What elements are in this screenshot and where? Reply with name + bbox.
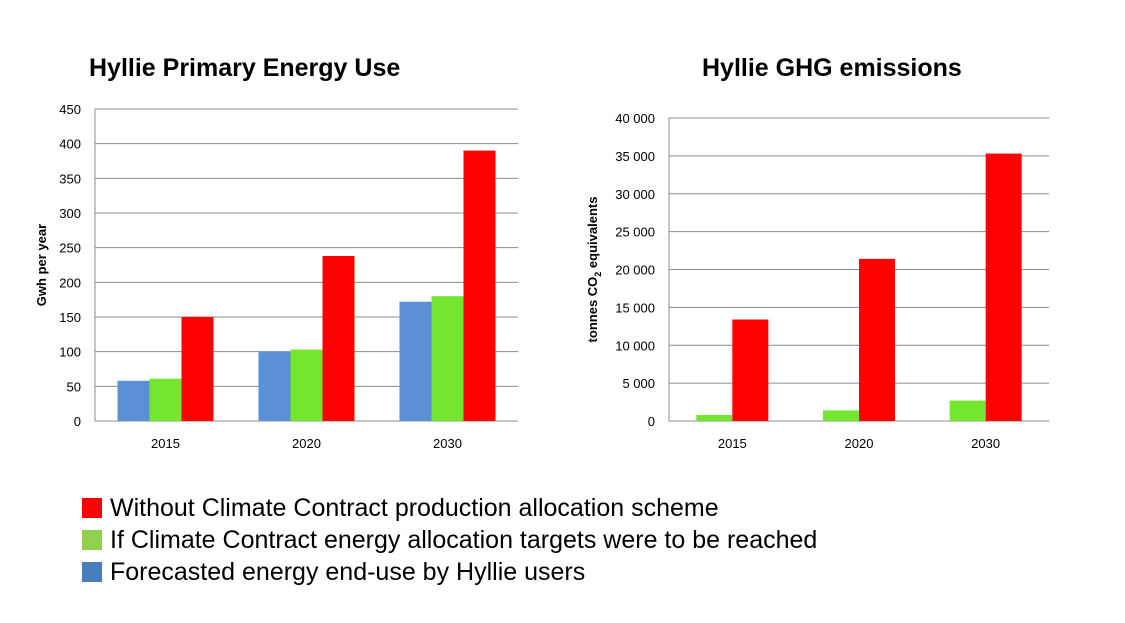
legend-swatch-red [82, 498, 102, 518]
bar [322, 255, 355, 421]
y-tick-label: 30 000 [615, 187, 655, 202]
bar [463, 150, 496, 421]
bar [732, 319, 769, 421]
legend-label: If Climate Contract energy allocation ta… [110, 525, 818, 554]
bar [696, 414, 733, 421]
y-tick-label: 25 000 [615, 225, 655, 240]
x-tick-label: 2015 [718, 436, 747, 451]
y-tick-label: 0 [74, 414, 81, 429]
y-tick-label: 50 [67, 379, 81, 394]
y-tick-label: 150 [59, 310, 81, 325]
y-tick-label: 35 000 [615, 149, 655, 164]
legend-swatch-blue [82, 562, 102, 582]
y-tick-label: 250 [59, 241, 81, 256]
legend-swatch-green [82, 530, 102, 550]
bar [399, 301, 432, 421]
x-tick-label: 2030 [433, 436, 462, 451]
legend-label: Without Climate Contract production allo… [110, 493, 719, 522]
legend: Without Climate Contract production allo… [82, 492, 817, 588]
energy-use-chart: Hyllie Primary Energy Use 0 50 100 150 200 25… [0, 0, 560, 470]
bar [949, 400, 986, 421]
x-tick-label: 2020 [292, 436, 321, 451]
bar [181, 317, 214, 421]
bar [859, 258, 895, 421]
chart-title: Hyllie GHG emissions [702, 54, 962, 82]
bar [258, 351, 291, 421]
bar [823, 410, 859, 421]
y-tick-label: 20 000 [615, 263, 655, 278]
y-tick-label: 300 [59, 206, 81, 221]
y-tick-label: 400 [59, 137, 81, 152]
legend-item-targets: If Climate Contract energy allocation ta… [82, 524, 817, 556]
y-tick-label: 200 [59, 275, 81, 290]
x-tick-label: 2015 [151, 436, 180, 451]
y-tick-label: 450 [59, 102, 81, 117]
y-tick-label: 100 [59, 345, 81, 360]
legend-item-without: Without Climate Contract production allo… [82, 492, 817, 524]
x-tick-label: 2030 [971, 436, 1000, 451]
chart-title: Hyllie Primary Energy Use [89, 54, 401, 82]
bar [290, 349, 323, 421]
y-axis-label: tonnes CO2 equivalents [585, 197, 603, 343]
y-tick-label: 40 000 [615, 111, 655, 126]
legend-label: Forecasted energy end-use by Hyllie user… [110, 557, 586, 586]
y-tick-label: 15 000 [615, 300, 655, 315]
y-tick-label: 350 [59, 171, 81, 186]
bar [985, 153, 1022, 422]
y-axis-label: Gwh per year [34, 224, 49, 306]
energy-use-plot: 0 50 100 150 200 250 300 350 400 450 2015 2020 2030 G… [34, 102, 518, 451]
bar [431, 296, 464, 421]
bar [149, 378, 182, 421]
y-tick-label: 5 000 [622, 376, 655, 391]
y-tick-label: 0 [648, 414, 655, 429]
bar [117, 380, 150, 421]
x-tick-label: 2020 [845, 436, 874, 451]
legend-item-forecast: Forecasted energy end-use by Hyllie user… [82, 556, 817, 588]
ghg-emissions-plot: 0 5 000 10 000 15 000 20 000 25 000 30 000 35 0… [585, 111, 1049, 451]
y-tick-label: 10 000 [615, 338, 655, 353]
ghg-emissions-chart: Hyllie GHG emissions 0 5 000 10 000 15 000 2… [565, 0, 1125, 470]
